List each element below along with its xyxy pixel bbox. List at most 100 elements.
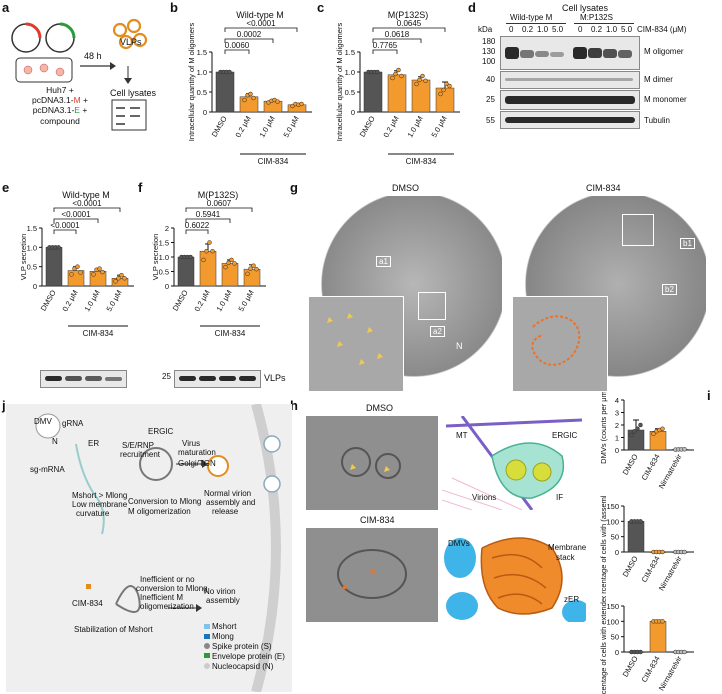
data-point	[638, 422, 643, 428]
bar	[45, 247, 63, 287]
data-point	[423, 78, 428, 84]
bar	[363, 71, 383, 113]
data-point	[210, 248, 215, 254]
x-tick-label: CIM-834	[640, 453, 662, 482]
cells-line-1: Huh7 +	[46, 85, 74, 95]
label-mt: MT	[456, 431, 468, 440]
arrow-right-icon	[110, 62, 116, 70]
data-point	[223, 264, 228, 270]
arrow-no-assembly-icon	[196, 604, 202, 612]
dose-4: 0	[578, 25, 583, 34]
dose-6: 1.0	[606, 25, 618, 34]
vlp-icon	[112, 22, 128, 38]
data-point	[682, 447, 687, 452]
chart-title: Wild-type M	[236, 10, 284, 20]
data-point	[390, 75, 395, 81]
x-tick-label: 1.0 μM	[214, 289, 233, 313]
x-tick-label: DMSO	[39, 288, 58, 312]
tomo-dmso	[306, 416, 438, 510]
y-tick-label: 2	[615, 421, 619, 430]
j-mat1: Virus	[182, 439, 201, 448]
bar	[215, 71, 235, 113]
y-tick-label: 1.5	[159, 239, 169, 248]
marker-130: 130	[482, 47, 496, 56]
blot-monomer	[500, 90, 640, 110]
cells-line-3-suffix: +	[79, 105, 88, 116]
row-monomer: M monomer	[644, 95, 687, 104]
legend-e-swatch	[204, 653, 210, 658]
data-point	[638, 519, 643, 524]
j-stab: Stabilization of Mshort	[74, 625, 153, 634]
y-tick-label: 2	[165, 224, 169, 233]
j-normal3: release	[212, 507, 239, 516]
data-point	[399, 73, 404, 79]
marker-100: 100	[482, 57, 496, 66]
data-point	[299, 101, 304, 107]
x-tick-label: DMSO	[621, 554, 640, 578]
j-ineff1: Inefficient or no	[140, 575, 195, 584]
data-point	[441, 87, 446, 93]
wt-group-label: Wild-type M	[510, 13, 553, 22]
inset-dmso	[308, 296, 404, 392]
model-diagram	[6, 404, 292, 692]
j-er: ER	[88, 439, 100, 448]
chart-title: M(P132S)	[388, 10, 429, 20]
x-tick-label: DMSO	[171, 288, 190, 312]
x-tick-label: DMSO	[210, 114, 229, 138]
data-point	[229, 257, 234, 263]
cells-line-2-prefix: pcDNA3.1-	[32, 95, 74, 106]
significance-bracket	[224, 27, 298, 32]
panel-label-h: h	[290, 398, 298, 413]
j-conv2: M oligomerization	[128, 507, 191, 516]
label-zer: zER	[564, 595, 580, 604]
kda-label: kDa	[478, 25, 493, 34]
data-point	[251, 263, 256, 268]
data-point	[251, 95, 256, 101]
data-point	[420, 73, 425, 79]
j-curv: curvature	[76, 509, 110, 518]
panel-label-f: f	[138, 180, 143, 195]
data-point	[396, 67, 401, 73]
y-tick-label: 1.0	[27, 243, 37, 252]
group-label: CIM-834	[83, 329, 114, 338]
bar	[627, 521, 645, 553]
gel-icon	[111, 99, 147, 131]
data-point	[227, 69, 232, 75]
vlp-blot-e	[40, 370, 127, 388]
data-point	[226, 260, 231, 266]
vlp-blot-f	[174, 370, 261, 388]
j-n: N	[52, 437, 58, 446]
label-stack: stack	[556, 553, 575, 562]
marker-40: 40	[486, 75, 495, 84]
group-label: CIM-834	[258, 157, 289, 166]
g-cim-title: CIM-834	[586, 183, 621, 193]
y-tick-label: 0.5	[345, 88, 355, 97]
data-point	[56, 245, 61, 250]
tomo-cim	[306, 528, 438, 622]
plasmid-m-insert-icon	[25, 22, 42, 39]
j-novir2: assembly	[206, 596, 240, 605]
significance-bracket	[53, 207, 121, 212]
y-axis-label: Percentage of cells with extended membra…	[599, 596, 608, 694]
x-tick-label: DMSO	[358, 114, 377, 138]
data-point	[438, 91, 443, 97]
j-ineff4: oligomerization	[140, 602, 194, 611]
j-conv1: Conversion to Mlong	[128, 497, 202, 506]
blot-tubulin	[500, 111, 640, 129]
inset-box-dmso	[418, 292, 446, 320]
x-tick-label: 1.0 μM	[82, 289, 101, 313]
y-tick-label: 1.0	[197, 68, 207, 77]
y-tick-label: 0.5	[27, 263, 37, 272]
j-ergic: ERGIC	[148, 427, 174, 436]
y-tick-label: 100	[606, 517, 619, 526]
g-dmso-title: DMSO	[392, 183, 419, 193]
panel-label-d: d	[468, 0, 476, 15]
dmv-icon	[35, 413, 61, 439]
j-cim: CIM-834	[72, 599, 103, 608]
data-point	[100, 269, 105, 275]
data-point	[78, 270, 83, 275]
data-point	[75, 264, 80, 269]
em-image-dmso: a1 a2 N	[306, 196, 502, 392]
dose-0: 0	[509, 25, 514, 34]
bar	[177, 256, 195, 287]
